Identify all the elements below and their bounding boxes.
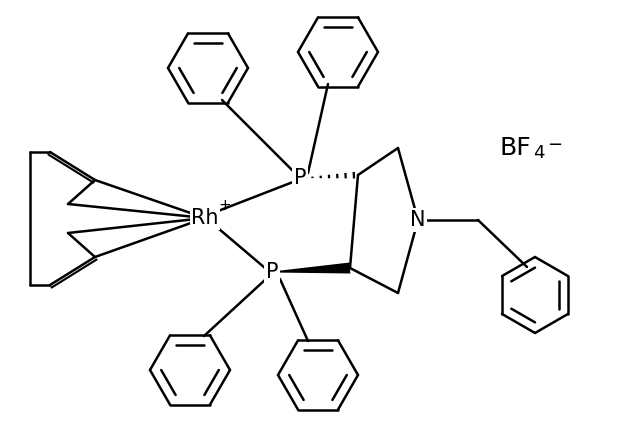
Text: N: N (410, 210, 426, 230)
Text: P: P (266, 262, 278, 282)
Text: 4: 4 (533, 144, 545, 162)
Text: $-$: $-$ (547, 134, 562, 152)
Text: BF: BF (500, 136, 532, 160)
Text: P: P (294, 168, 307, 188)
Text: +: + (219, 198, 232, 212)
Polygon shape (272, 263, 350, 274)
Text: Rh: Rh (191, 208, 219, 228)
